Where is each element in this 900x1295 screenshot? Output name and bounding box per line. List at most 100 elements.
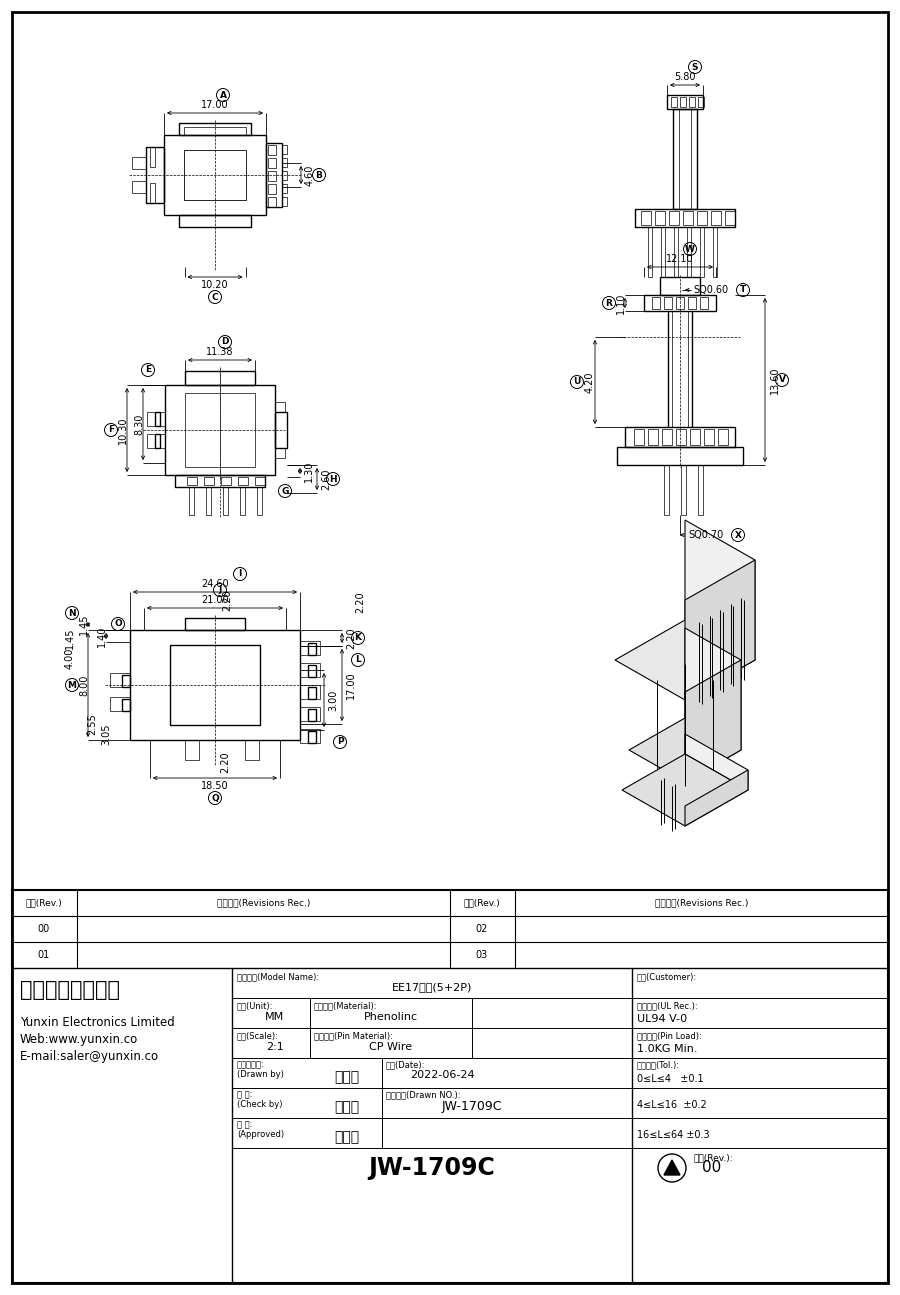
Text: G: G — [282, 487, 289, 496]
Bar — [275, 401, 285, 412]
Text: 产品编号(Drawn NO.):: 产品编号(Drawn NO.): — [386, 1090, 461, 1099]
Text: J: J — [219, 585, 221, 594]
Bar — [282, 184, 287, 193]
Text: 5.80: 5.80 — [674, 73, 696, 82]
Bar — [150, 148, 155, 167]
Text: A: A — [220, 91, 227, 100]
Text: 11.38: 11.38 — [206, 347, 234, 357]
Text: MM: MM — [266, 1011, 284, 1022]
Bar — [635, 208, 735, 227]
Text: 工程与设计:: 工程与设计: — [237, 1061, 265, 1068]
Text: 4.20: 4.20 — [585, 372, 595, 392]
Text: 韦景川: 韦景川 — [335, 1099, 360, 1114]
Bar — [300, 729, 320, 743]
Bar — [698, 97, 704, 107]
Bar — [185, 618, 245, 629]
Text: 17.00: 17.00 — [202, 100, 229, 110]
Text: 张生坤: 张生坤 — [335, 1131, 360, 1143]
Text: S: S — [692, 62, 698, 71]
Bar — [662, 429, 672, 445]
Text: 1.45: 1.45 — [79, 614, 89, 636]
Text: 2022-06-24: 2022-06-24 — [410, 1070, 474, 1080]
Bar — [681, 465, 686, 515]
Text: 00: 00 — [702, 1160, 721, 1176]
Bar — [223, 487, 228, 515]
Text: 16≤L≤64 ±0.3: 16≤L≤64 ±0.3 — [637, 1131, 709, 1140]
Text: N: N — [68, 609, 76, 618]
Bar — [165, 385, 275, 475]
Text: M: M — [68, 680, 76, 689]
Bar — [673, 109, 697, 208]
Bar — [300, 641, 320, 655]
Text: W: W — [685, 245, 695, 254]
Bar — [634, 429, 644, 445]
Text: 2.20: 2.20 — [220, 751, 230, 773]
Bar — [155, 434, 160, 448]
Bar — [282, 158, 287, 167]
Text: 13.60: 13.60 — [770, 366, 780, 394]
Text: CP Wire: CP Wire — [369, 1042, 412, 1052]
Bar — [667, 95, 703, 109]
Text: 03: 03 — [476, 951, 488, 960]
Text: B: B — [316, 171, 322, 180]
Text: E: E — [145, 365, 151, 374]
Text: 规格描述(Model Name):: 规格描述(Model Name): — [237, 973, 320, 982]
Text: 2.60: 2.60 — [321, 469, 331, 490]
Text: 0≤L≤4   ±0.1: 0≤L≤4 ±0.1 — [637, 1074, 704, 1084]
Text: 针脚材质(Pin Material):: 针脚材质(Pin Material): — [314, 1031, 393, 1040]
Text: 10.20: 10.20 — [202, 280, 229, 290]
Bar — [175, 475, 265, 487]
Bar — [268, 171, 276, 181]
Bar — [308, 730, 316, 743]
Bar — [238, 477, 248, 486]
Bar — [676, 297, 684, 310]
Bar — [641, 211, 651, 225]
Text: 4.60: 4.60 — [305, 164, 315, 185]
Text: 10.30: 10.30 — [118, 416, 128, 444]
Bar — [711, 211, 721, 225]
Bar — [187, 477, 197, 486]
Bar — [147, 412, 165, 426]
Bar — [240, 487, 245, 515]
Bar — [652, 297, 660, 310]
Text: 2.20: 2.20 — [355, 592, 365, 613]
Bar — [282, 197, 287, 206]
Text: 版本(Rev.):: 版本(Rev.): — [694, 1153, 733, 1162]
Text: K: K — [355, 633, 362, 642]
Bar — [130, 629, 300, 739]
Bar — [184, 150, 246, 199]
Polygon shape — [622, 754, 748, 826]
Bar — [700, 297, 708, 310]
Bar — [308, 688, 316, 699]
Text: 刘水强: 刘水强 — [335, 1070, 360, 1084]
Polygon shape — [685, 521, 755, 660]
Text: 核 准:: 核 准: — [237, 1120, 252, 1129]
Text: JW-1709C: JW-1709C — [442, 1099, 502, 1112]
Text: I: I — [238, 570, 242, 579]
Bar — [644, 295, 716, 311]
Bar — [655, 211, 665, 225]
Bar — [648, 227, 652, 277]
Text: E-mail:saler@yunxin.co: E-mail:saler@yunxin.co — [20, 1050, 159, 1063]
Text: 1.40: 1.40 — [97, 625, 107, 646]
Text: SQ0.60: SQ0.60 — [693, 285, 728, 295]
Bar — [282, 145, 287, 154]
Text: X: X — [734, 531, 742, 540]
Bar — [689, 97, 695, 107]
Bar — [697, 211, 707, 225]
Bar — [625, 427, 735, 447]
Bar — [680, 97, 686, 107]
Bar — [184, 127, 246, 135]
Text: L: L — [356, 655, 361, 664]
Bar — [300, 663, 320, 677]
Text: JW-1709C: JW-1709C — [369, 1156, 495, 1180]
Bar — [300, 707, 320, 721]
Text: R: R — [606, 299, 612, 307]
Text: 针脚拉力(Pin Load):: 针脚拉力(Pin Load): — [637, 1031, 702, 1040]
Text: UL94 V-0: UL94 V-0 — [637, 1014, 687, 1024]
Bar — [661, 227, 665, 277]
Bar — [268, 158, 276, 168]
Bar — [275, 448, 285, 458]
Text: 修改记录(Revisions Rec.): 修改记录(Revisions Rec.) — [655, 899, 748, 908]
Polygon shape — [685, 660, 741, 782]
